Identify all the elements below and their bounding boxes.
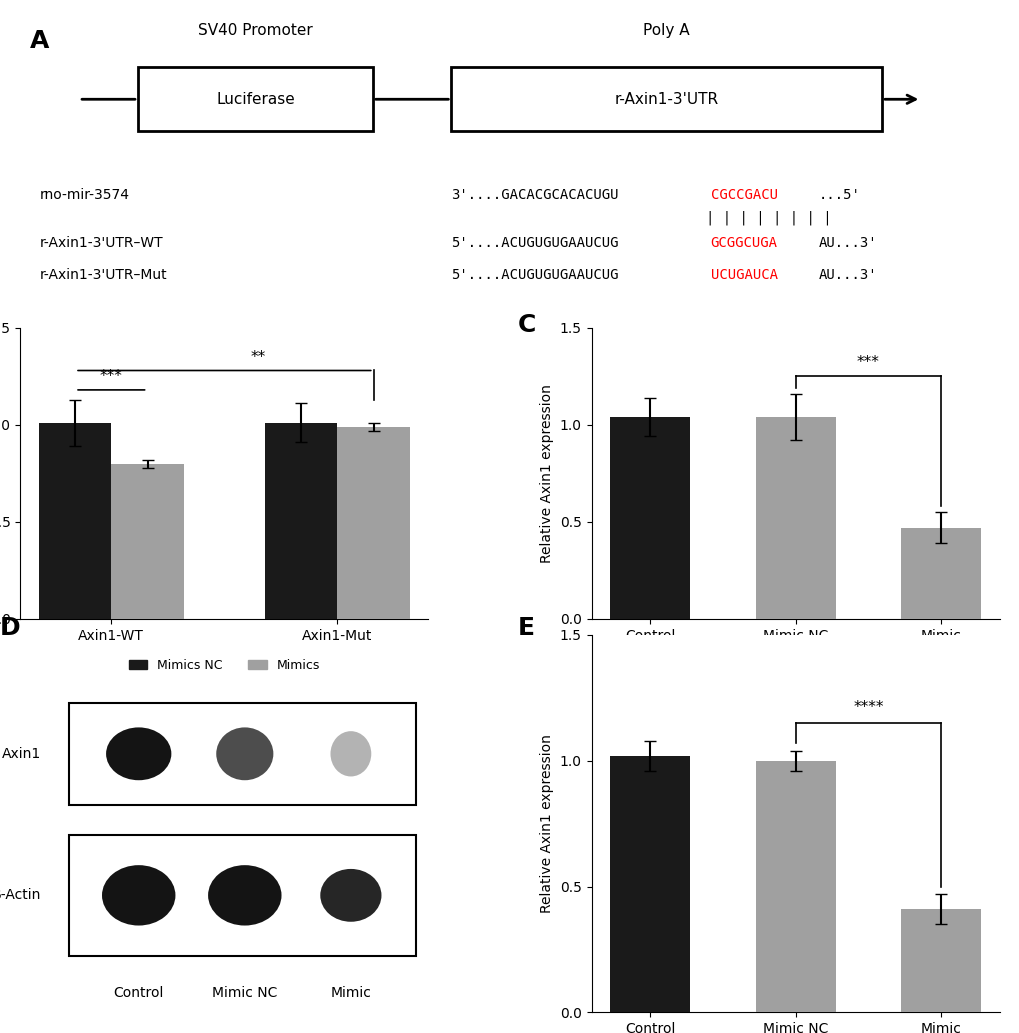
Text: Mimic: Mimic: [330, 985, 371, 1000]
Text: ***: ***: [856, 355, 879, 371]
Text: CGCCGACU: CGCCGACU: [710, 188, 776, 202]
Text: ...5': ...5': [817, 188, 859, 202]
Bar: [755, 417, 835, 619]
Text: ***: ***: [100, 369, 122, 384]
Text: 3'....GACACGCACACUGU: 3'....GACACGCACACUGU: [450, 188, 619, 202]
Ellipse shape: [106, 727, 171, 780]
Text: A: A: [31, 29, 50, 54]
Text: C: C: [518, 313, 536, 337]
Text: D: D: [0, 616, 20, 640]
Text: GCGGCUGA: GCGGCUGA: [710, 236, 776, 250]
FancyBboxPatch shape: [138, 67, 373, 131]
Bar: [39, 422, 111, 619]
Text: Poly A: Poly A: [643, 23, 689, 38]
Text: 5'....ACUGUGUGAAUCUG: 5'....ACUGUGUGAAUCUG: [450, 268, 619, 282]
Y-axis label: Relative Axin1 expression: Relative Axin1 expression: [540, 384, 553, 563]
Text: UCUGAUCA: UCUGAUCA: [710, 268, 776, 282]
Bar: [265, 422, 337, 619]
Text: ****: ****: [852, 700, 882, 716]
Text: rno-mir-3574: rno-mir-3574: [40, 188, 129, 202]
Legend: Mimics NC, Mimics: Mimics NC, Mimics: [123, 654, 325, 677]
Text: SV40 Promoter: SV40 Promoter: [198, 23, 313, 38]
Bar: [609, 756, 690, 1012]
Text: 5'....ACUGUGUGAAUCUG: 5'....ACUGUGUGAAUCUG: [450, 236, 619, 250]
Bar: [111, 464, 183, 619]
Ellipse shape: [208, 866, 281, 926]
Bar: [900, 909, 980, 1012]
FancyBboxPatch shape: [69, 835, 416, 956]
Text: AU...3': AU...3': [817, 268, 876, 282]
Text: r-Axin1-3'UTR–WT: r-Axin1-3'UTR–WT: [40, 236, 163, 250]
Text: β-Actin: β-Actin: [0, 888, 41, 903]
Text: E: E: [518, 616, 535, 640]
Bar: [755, 760, 835, 1012]
Bar: [900, 528, 980, 619]
Ellipse shape: [330, 731, 371, 777]
Y-axis label: Relative Axin1 expression: Relative Axin1 expression: [540, 734, 553, 913]
Text: r-Axin1-3'UTR–Mut: r-Axin1-3'UTR–Mut: [40, 268, 167, 282]
Text: AU...3': AU...3': [817, 236, 876, 250]
Text: Luciferase: Luciferase: [216, 92, 294, 106]
Ellipse shape: [320, 869, 381, 921]
Bar: [609, 417, 690, 619]
Text: | | | | | | | |: | | | | | | | |: [705, 211, 830, 225]
Ellipse shape: [216, 727, 273, 780]
FancyBboxPatch shape: [69, 702, 416, 805]
Text: Axin1: Axin1: [2, 747, 41, 761]
FancyBboxPatch shape: [450, 67, 881, 131]
Text: **: **: [251, 350, 266, 365]
Ellipse shape: [102, 866, 175, 926]
Text: Mimic NC: Mimic NC: [212, 985, 277, 1000]
Text: r-Axin1-3'UTR: r-Axin1-3'UTR: [614, 92, 718, 106]
Text: Control: Control: [113, 985, 164, 1000]
Bar: [337, 427, 410, 619]
